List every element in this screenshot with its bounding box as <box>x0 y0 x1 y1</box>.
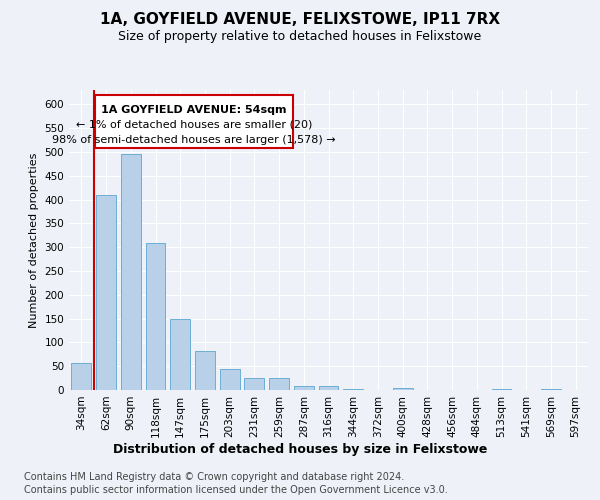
Y-axis label: Number of detached properties: Number of detached properties <box>29 152 39 328</box>
FancyBboxPatch shape <box>95 95 293 148</box>
Bar <box>195 351 215 390</box>
Bar <box>269 378 289 390</box>
Text: Distribution of detached houses by size in Felixstowe: Distribution of detached houses by size … <box>113 442 487 456</box>
Bar <box>491 389 511 390</box>
Text: 98% of semi-detached houses are larger (1,578) →: 98% of semi-detached houses are larger (… <box>52 134 335 144</box>
Bar <box>220 369 239 390</box>
Bar <box>541 389 561 390</box>
Text: Size of property relative to detached houses in Felixstowe: Size of property relative to detached ho… <box>118 30 482 43</box>
Bar <box>393 388 413 390</box>
Bar <box>121 154 140 390</box>
Text: 1A GOYFIELD AVENUE: 54sqm: 1A GOYFIELD AVENUE: 54sqm <box>101 104 287 115</box>
Bar <box>146 244 166 390</box>
Bar <box>343 389 363 390</box>
Text: 1A, GOYFIELD AVENUE, FELIXSTOWE, IP11 7RX: 1A, GOYFIELD AVENUE, FELIXSTOWE, IP11 7R… <box>100 12 500 28</box>
Text: Contains HM Land Registry data © Crown copyright and database right 2024.: Contains HM Land Registry data © Crown c… <box>24 472 404 482</box>
Bar <box>170 318 190 390</box>
Bar <box>71 363 91 390</box>
Text: ← 1% of detached houses are smaller (20): ← 1% of detached houses are smaller (20) <box>76 120 312 130</box>
Bar <box>319 386 338 390</box>
Bar <box>244 378 264 390</box>
Bar <box>294 386 314 390</box>
Text: Contains public sector information licensed under the Open Government Licence v3: Contains public sector information licen… <box>24 485 448 495</box>
Bar <box>96 195 116 390</box>
